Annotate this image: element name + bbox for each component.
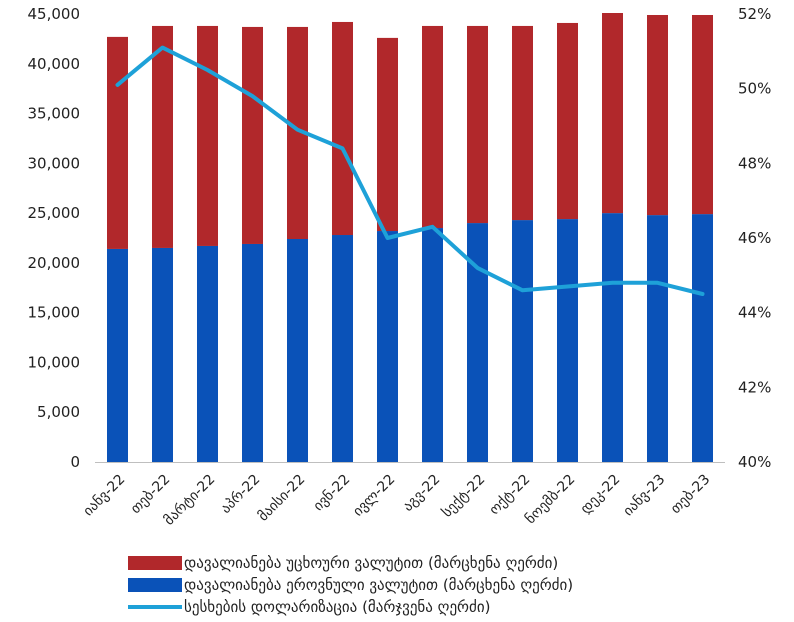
bar-foreign-currency — [512, 25, 533, 221]
legend-swatch-foreign — [128, 556, 182, 570]
bar-foreign-currency — [557, 22, 578, 220]
x-tick-label: აგვ-22 — [400, 472, 443, 515]
bar-national-currency — [512, 220, 533, 462]
bar-national-currency — [197, 245, 218, 462]
y-left-tick-label: 5,000 — [37, 403, 80, 421]
bar-national-currency — [377, 231, 398, 462]
bar-national-currency — [242, 243, 263, 462]
bar-national-currency — [152, 247, 173, 462]
y-left-tick-label: 0 — [70, 453, 80, 471]
bar-national-currency — [422, 228, 443, 462]
y-right-tick-label: 44% — [738, 304, 771, 322]
y-left-tick-label: 45,000 — [28, 5, 81, 23]
bar-national-currency — [557, 219, 578, 462]
x-tick-label: ნოემბ-22 — [523, 472, 579, 528]
dollarization-line — [115, 45, 705, 296]
y-left-tick-label: 15,000 — [28, 304, 81, 322]
legend-item-dollarization: სესხების დოლარიზაცია (მარჯვენა ღერძი) — [128, 596, 573, 618]
legend-item-foreign-currency: დავალიანება უცხოური ვალუტით (მარცხენა ღე… — [128, 552, 573, 574]
bar-foreign-currency — [422, 25, 443, 229]
legend-item-national-currency: დავალიანება ეროვნული ვალუტით (მარცხენა ღ… — [128, 574, 573, 596]
x-tick-label: სექტ-22 — [439, 472, 488, 521]
bar-foreign-currency — [602, 13, 623, 214]
y-left-tick-label: 30,000 — [28, 154, 81, 172]
y-left-tick-label: 35,000 — [28, 105, 81, 123]
legend-label-dollarization: სესხების დოლარიზაცია (მარჯვენა ღერძი) — [184, 598, 491, 616]
y-left-tick-label: 40,000 — [28, 55, 81, 73]
x-tick-label: იანვ-22 — [80, 472, 128, 520]
bar-foreign-currency — [152, 25, 173, 248]
bar-foreign-currency — [467, 25, 488, 224]
y-left-tick-label: 20,000 — [28, 254, 81, 272]
bar-foreign-currency — [242, 26, 263, 244]
bar-foreign-currency — [107, 36, 128, 249]
x-tick-label: იანვ-23 — [620, 472, 668, 520]
bar-national-currency — [692, 214, 713, 462]
y-right-tick-label: 52% — [738, 5, 771, 23]
bar-national-currency — [467, 223, 488, 462]
bar-foreign-currency — [197, 25, 218, 246]
legend-label-foreign: დავალიანება უცხოური ვალუტით (მარცხენა ღე… — [184, 554, 559, 572]
legend-label-national: დავალიანება ეროვნული ვალუტით (მარცხენა ღ… — [184, 576, 574, 594]
x-tick-label: აპრ-22 — [217, 471, 263, 517]
x-tick-label: ივნ-22 — [310, 472, 353, 515]
bar-foreign-currency — [332, 21, 353, 236]
bar-foreign-currency — [647, 14, 668, 216]
bar-foreign-currency — [692, 14, 713, 215]
y-right-tick-label: 42% — [738, 378, 771, 396]
x-tick-label: დეკ-22 — [578, 472, 624, 518]
bar-national-currency — [332, 235, 353, 462]
x-tick-label: თებ-23 — [668, 472, 714, 518]
bar-national-currency — [107, 248, 128, 462]
y-right-tick-label: 48% — [738, 154, 771, 172]
x-tick-label: ივლ-22 — [350, 472, 398, 520]
legend-swatch-national — [128, 578, 182, 592]
y-right-tick-label: 46% — [738, 229, 771, 247]
bar-national-currency — [602, 213, 623, 462]
x-tick-label: მაისი-22 — [255, 472, 308, 525]
bar-foreign-currency — [287, 26, 308, 239]
bar-national-currency — [647, 215, 668, 462]
bar-national-currency — [287, 238, 308, 462]
y-right-tick-label: 50% — [738, 80, 771, 98]
bar-foreign-currency — [377, 37, 398, 232]
legend: დავალიანება უცხოური ვალუტით (მარცხენა ღე… — [128, 552, 573, 618]
legend-swatch-dollarization — [128, 605, 182, 609]
y-right-tick-label: 40% — [738, 453, 771, 471]
x-tick-label: თებ-22 — [128, 472, 174, 518]
y-left-tick-label: 10,000 — [28, 353, 81, 371]
y-left-tick-label: 25,000 — [28, 204, 81, 222]
